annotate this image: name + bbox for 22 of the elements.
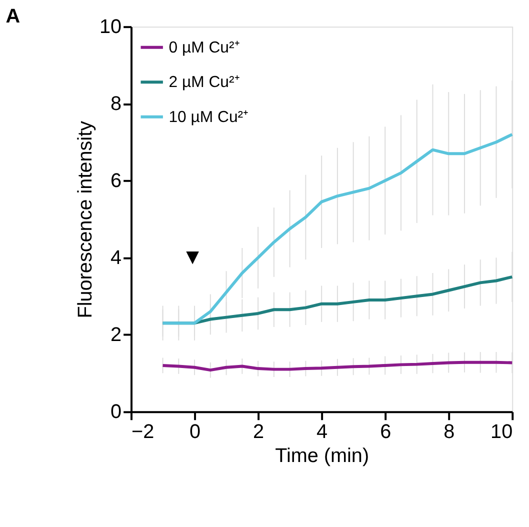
legend-label: 0 µM Cu²⁺ (168, 39, 240, 56)
x-tick-label: 0 (190, 420, 201, 443)
y-tick-label: 6 (110, 170, 122, 192)
x-tick-label: −2 (132, 420, 154, 443)
y-axis-title: Fluorescence intensity (74, 120, 97, 318)
y-tick-label: 2 (110, 324, 122, 346)
x-tick-label: 4 (316, 420, 328, 443)
y-tick-label: 4 (110, 247, 122, 270)
x-tick-label: 8 (444, 420, 455, 443)
line-series (161, 360, 514, 372)
x-tick-label: 2 (253, 420, 264, 443)
legend-label: 10 µM Cu²⁺ (168, 108, 248, 126)
line-series (161, 132, 514, 325)
legend-label: 2 µM Cu²⁺ (168, 74, 240, 92)
y-tick-label: 8 (110, 93, 122, 116)
annotation: ▼ (182, 244, 204, 269)
y-tick-label: 10 (100, 16, 122, 38)
x-tick-label: 10 (490, 420, 513, 443)
y-tick-label: 0 (110, 401, 122, 424)
x-tick-label: 6 (380, 420, 392, 443)
x-axis-title: Time (min) (275, 444, 370, 467)
chart-title: A (6, 6, 20, 28)
